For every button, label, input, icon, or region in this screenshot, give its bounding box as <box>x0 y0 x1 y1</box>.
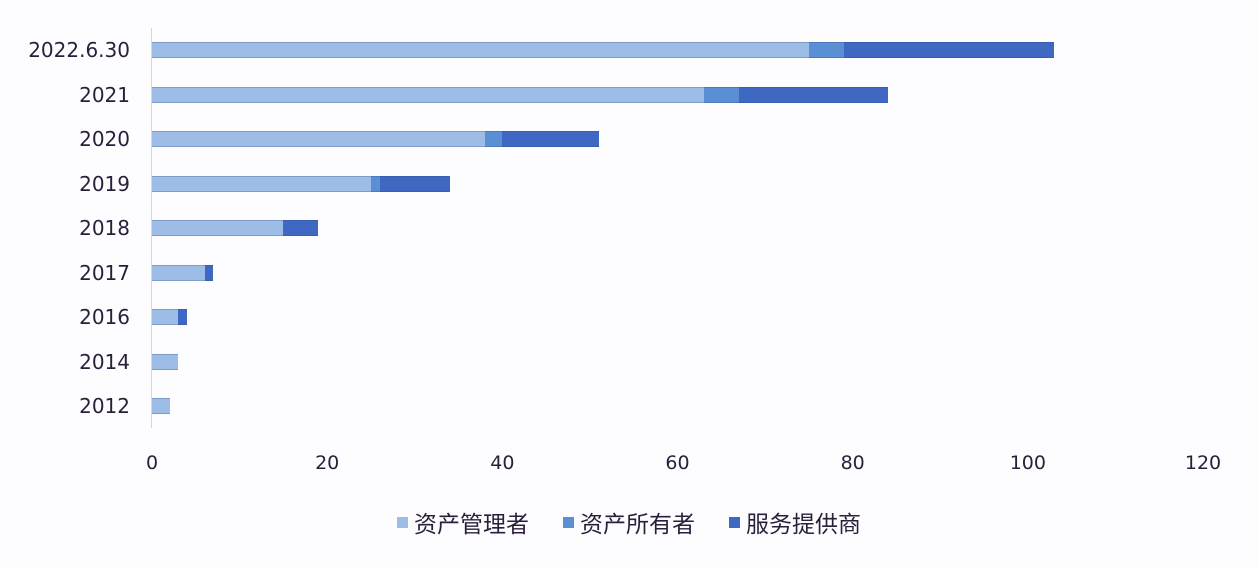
bar-segment-0 <box>152 42 809 58</box>
bar-row <box>152 220 319 236</box>
category-label: 2019 <box>79 171 130 196</box>
category-label: 2016 <box>79 305 130 329</box>
bar-row <box>152 86 888 103</box>
legend-swatch-icon <box>729 516 740 528</box>
legend-label: 服务提供商 <box>746 512 861 538</box>
x-tick-label: 60 <box>665 452 690 474</box>
bar-row <box>152 175 450 192</box>
bar-segment-2 <box>178 309 188 325</box>
x-tick-label: 120 <box>1184 452 1222 474</box>
legend-label: 资产所有者 <box>580 512 695 538</box>
bar-segment-1 <box>808 42 844 58</box>
bar-segment-0 <box>152 220 284 236</box>
x-tick-label: 40 <box>490 452 515 474</box>
bar-segment-0 <box>152 175 371 192</box>
bar-segment-1 <box>370 175 380 192</box>
bar-segment-0 <box>152 86 704 103</box>
bar-segment-0 <box>152 309 179 325</box>
bar-segment-2 <box>283 220 319 236</box>
legend-item: 资产管理者 <box>397 505 529 539</box>
legend-item: 资产所有者 <box>563 505 695 539</box>
category-label: 2014 <box>79 349 130 374</box>
bar-segment-2 <box>379 175 450 192</box>
legend-swatch-icon <box>397 516 408 528</box>
category-label: 2012 <box>79 394 130 418</box>
bar-row <box>152 309 188 325</box>
legend-label: 资产管理者 <box>414 512 529 538</box>
bar-segment-0 <box>152 264 205 281</box>
bar-segment-2 <box>502 131 599 147</box>
bar-segment-0 <box>152 131 485 147</box>
category-label: 2022.6.30 <box>28 38 130 62</box>
bar-segment-0 <box>152 353 179 370</box>
x-tick-label: 80 <box>840 452 865 474</box>
bar-segment-2 <box>843 42 1055 58</box>
bar-segment-0 <box>152 398 170 414</box>
category-label: 2017 <box>79 260 130 285</box>
y-axis-line <box>151 28 152 428</box>
bar-segment-1 <box>703 86 739 103</box>
bar-segment-2 <box>204 264 214 281</box>
bar-segment-1 <box>484 131 503 147</box>
bar-segment-2 <box>738 86 888 103</box>
category-label: 2018 <box>79 216 130 240</box>
bar-row <box>152 353 179 370</box>
x-tick-label: 100 <box>1009 452 1046 474</box>
category-label: 2021 <box>79 82 130 107</box>
legend-item: 服务提供商 <box>729 505 861 539</box>
legend-swatch-icon <box>563 516 574 528</box>
x-tick-label: 20 <box>315 452 340 474</box>
category-label: 2020 <box>79 127 130 151</box>
legend: 资产管理者 资产所有者 服务提供商 <box>0 505 1258 539</box>
x-tick-label: 0 <box>145 452 159 474</box>
bar-row <box>152 131 599 147</box>
bar-row <box>152 398 170 414</box>
bar-row <box>152 42 1055 58</box>
bar-row <box>152 264 214 281</box>
